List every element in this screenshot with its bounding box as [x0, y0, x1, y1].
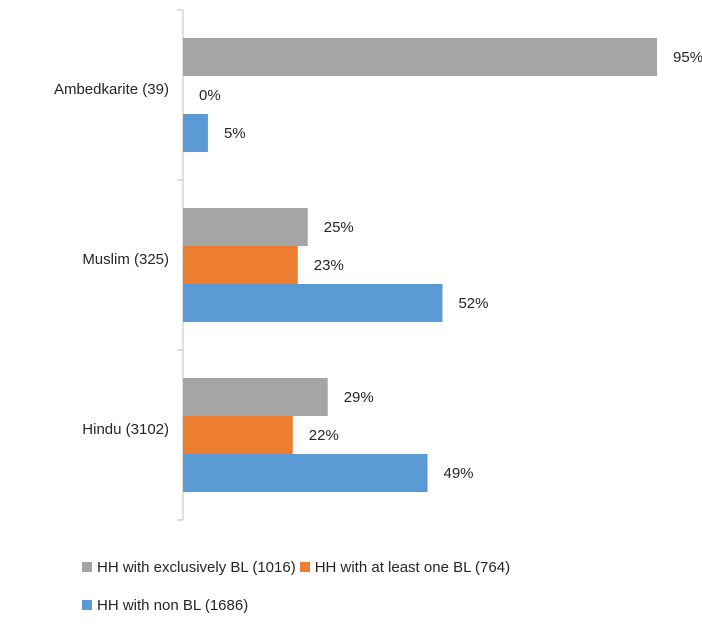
legend-row-1: HH with exclusively BL (1016) HH with at… — [82, 556, 682, 578]
bar-hindu-series-2 — [183, 416, 293, 454]
legend: HH with exclusively BL (1016) HH with at… — [82, 556, 682, 632]
data-label-muslim-series-2: 23% — [314, 257, 344, 274]
legend-row-2: HH with non BL (1686) — [82, 594, 682, 616]
bar-hindu-series-1 — [183, 378, 328, 416]
bar-ambedkarite-series-1 — [183, 38, 658, 76]
data-label-hindu-series-1: 29% — [344, 389, 374, 406]
category-label-ambedkarite: Ambedkarite (39) — [54, 81, 169, 98]
data-label-ambedkarite-series-3: 5% — [224, 125, 246, 142]
data-label-ambedkarite-series-1: 95% — [673, 49, 702, 66]
bar-ambedkarite-series-3 — [183, 114, 208, 152]
bar-muslim-series-3 — [183, 284, 443, 322]
legend-label-exclusively-bl: HH with exclusively BL (1016) — [97, 558, 296, 576]
legend-label-non-bl: HH with non BL (1686) — [97, 596, 249, 614]
bar-muslim-series-1 — [183, 208, 308, 246]
legend-item-at-least-one-bl: HH with at least one BL (764) — [299, 558, 511, 576]
bars — [183, 38, 658, 492]
data-label-hindu-series-3: 49% — [444, 465, 474, 482]
category-axis — [177, 9, 184, 521]
bar-hindu-series-3 — [183, 454, 428, 492]
legend-label-at-least-one-bl: HH with at least one BL (764) — [314, 558, 511, 576]
bar-muslim-series-2 — [183, 246, 298, 284]
legend-swatch-at-least-one-bl — [299, 562, 310, 572]
legend-item-exclusively-bl: HH with exclusively BL (1016) — [82, 559, 296, 576]
category-label-hindu: Hindu (3102) — [82, 421, 169, 438]
data-labels: 95% 0% 5% 25% 23% 52% 29% 22% 49% — [199, 49, 702, 482]
legend-item-non-bl: HH with non BL (1686) — [82, 597, 248, 614]
data-label-muslim-series-1: 25% — [324, 219, 354, 236]
category-label-muslim: Muslim (325) — [82, 251, 169, 268]
data-label-muslim-series-3: 52% — [458, 295, 488, 312]
data-label-ambedkarite-series-2: 0% — [199, 87, 221, 104]
legend-swatch-exclusively-bl — [82, 562, 92, 572]
bar-chart: 95% 0% 5% 25% 23% 52% 29% 22% 49% Ambedkarite (3… — [54, 9, 702, 521]
data-label-hindu-series-2: 22% — [309, 427, 339, 444]
category-labels: Ambedkarite (39) Muslim (325) Hindu (3102) — [54, 81, 169, 438]
legend-swatch-non-bl — [82, 600, 92, 610]
